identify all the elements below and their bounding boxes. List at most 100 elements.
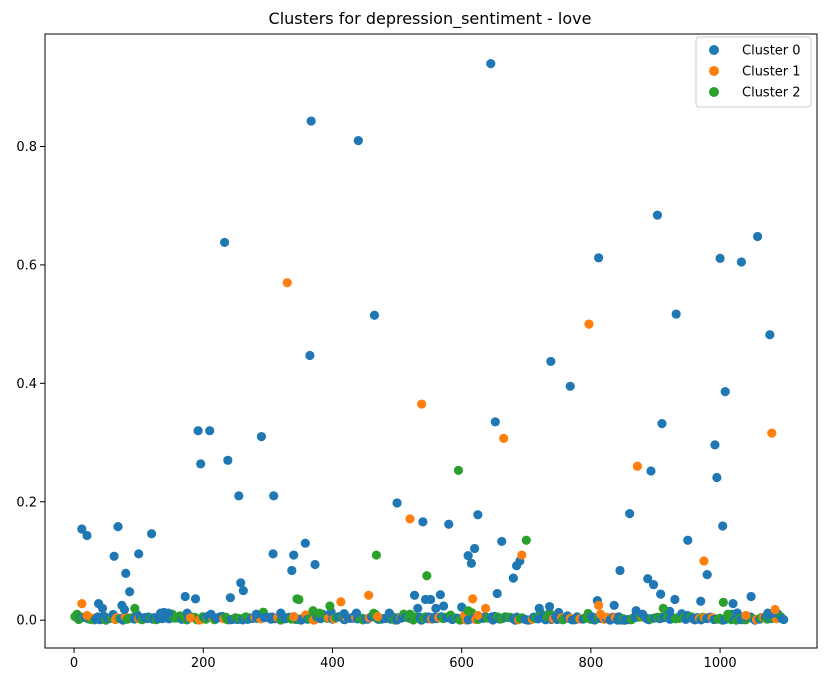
cluster-0-point <box>223 455 233 465</box>
cluster-0-point <box>119 604 130 615</box>
cluster-0-point <box>225 593 236 603</box>
cluster-0-point <box>765 330 775 340</box>
cluster-0-point <box>609 600 619 610</box>
cluster-1-point <box>499 433 509 443</box>
cluster-0-point <box>426 594 436 605</box>
cluster-0-point <box>306 116 316 126</box>
cluster-0-point <box>289 550 299 560</box>
cluster-2-point <box>130 603 140 613</box>
cluster-0-point <box>646 466 656 476</box>
cluster-0-point <box>251 609 261 619</box>
cluster-0-point <box>413 603 423 613</box>
cluster-0-point <box>77 524 87 534</box>
x-tick-label: 600 <box>449 656 474 671</box>
cluster-0-point <box>746 591 756 602</box>
cluster-0-point <box>594 253 604 263</box>
legend-marker-cluster-0 <box>709 45 719 55</box>
cluster-1-point <box>632 461 643 471</box>
cluster-1-point <box>405 514 415 524</box>
cluster-2-point <box>658 603 668 613</box>
cluster-0-point <box>696 596 706 606</box>
x-tick-label: 0 <box>70 656 78 671</box>
cluster-0-point <box>418 517 428 527</box>
cluster-1-point <box>289 612 299 622</box>
y-tick-label: 0.4 <box>16 377 37 392</box>
cluster-0-point <box>353 135 363 146</box>
cluster-1-point <box>185 613 195 623</box>
cluster-0-point <box>508 573 518 583</box>
cluster-0-point <box>715 253 725 263</box>
cluster-0-point <box>671 309 681 319</box>
legend-box <box>695 36 812 108</box>
cluster-0-point <box>473 510 483 520</box>
cluster-0-point <box>656 589 666 599</box>
cluster-0-point <box>113 522 123 532</box>
cluster-0-point <box>351 608 361 618</box>
cluster-0-point <box>339 609 349 619</box>
cluster-0-point <box>736 257 747 267</box>
cluster-0-point <box>431 603 441 613</box>
cluster-0-point <box>384 608 394 618</box>
y-tick-label: 0.6 <box>16 258 37 273</box>
cluster-0-point <box>82 530 92 541</box>
cluster-1-point <box>594 600 604 610</box>
legend-label-cluster-2: Cluster 2 <box>742 86 801 101</box>
cluster-0-point <box>625 508 635 519</box>
cluster-1-point <box>364 590 374 600</box>
legend: Cluster 0 Cluster 1 Cluster 2 <box>695 36 812 108</box>
cluster-1-point <box>282 278 292 288</box>
points-layer <box>70 59 789 625</box>
x-axis: 0 200 400 600 800 1000 <box>70 648 737 671</box>
cluster-0-point <box>196 459 206 469</box>
legend-marker-cluster-2 <box>709 87 719 97</box>
cluster-2-point <box>453 465 464 475</box>
cluster-1-point <box>699 556 709 566</box>
y-tick-label: 0.0 <box>16 614 37 629</box>
cluster-1-point <box>336 597 346 607</box>
cluster-0-point <box>190 594 201 604</box>
legend-label-cluster-1: Cluster 1 <box>742 65 801 80</box>
cluster-2-point <box>371 550 382 560</box>
y-tick-label: 0.2 <box>16 495 37 510</box>
cluster-1-point <box>417 399 427 409</box>
cluster-0-point <box>720 387 730 397</box>
cluster-0-point <box>392 498 402 508</box>
cluster-0-point <box>439 601 449 611</box>
cluster-2-point <box>405 609 415 619</box>
cluster-0-point <box>546 356 556 367</box>
cluster-0-point <box>97 603 108 613</box>
cluster-0-point <box>236 578 246 588</box>
cluster-0-point <box>300 538 310 548</box>
baseline-point <box>779 614 789 625</box>
cluster-0-point <box>463 551 473 561</box>
cluster-0-point <box>702 569 712 580</box>
cluster-0-point <box>109 551 119 561</box>
cluster-0-point <box>206 609 216 619</box>
cluster-1-point <box>741 610 751 621</box>
cluster-0-point <box>276 608 286 618</box>
legend-marker-cluster-1 <box>709 66 719 76</box>
cluster-0-point <box>544 601 555 612</box>
cluster-0-point <box>435 590 445 600</box>
cluster-0-point <box>486 59 496 69</box>
y-axis: 0.0 0.2 0.4 0.6 0.8 <box>16 140 45 629</box>
cluster-0-point <box>269 491 279 501</box>
cluster-0-point <box>310 559 320 570</box>
y-tick-label: 0.8 <box>16 140 37 155</box>
cluster-0-point <box>238 585 248 596</box>
cluster-1-point <box>77 598 87 609</box>
cluster-0-point <box>305 350 315 361</box>
cluster-2-point <box>463 606 473 616</box>
cluster-0-point <box>615 565 625 576</box>
cluster-0-point <box>125 587 135 597</box>
cluster-0-point <box>652 210 663 220</box>
cluster-0-point <box>180 591 190 602</box>
cluster-0-point <box>728 598 738 609</box>
x-tick-label: 400 <box>320 656 345 671</box>
cluster-0-point <box>470 543 480 554</box>
cluster-1-point <box>770 604 780 615</box>
cluster-0-point <box>444 519 454 529</box>
cluster-0-point <box>534 603 544 613</box>
cluster-0-point <box>466 558 476 568</box>
